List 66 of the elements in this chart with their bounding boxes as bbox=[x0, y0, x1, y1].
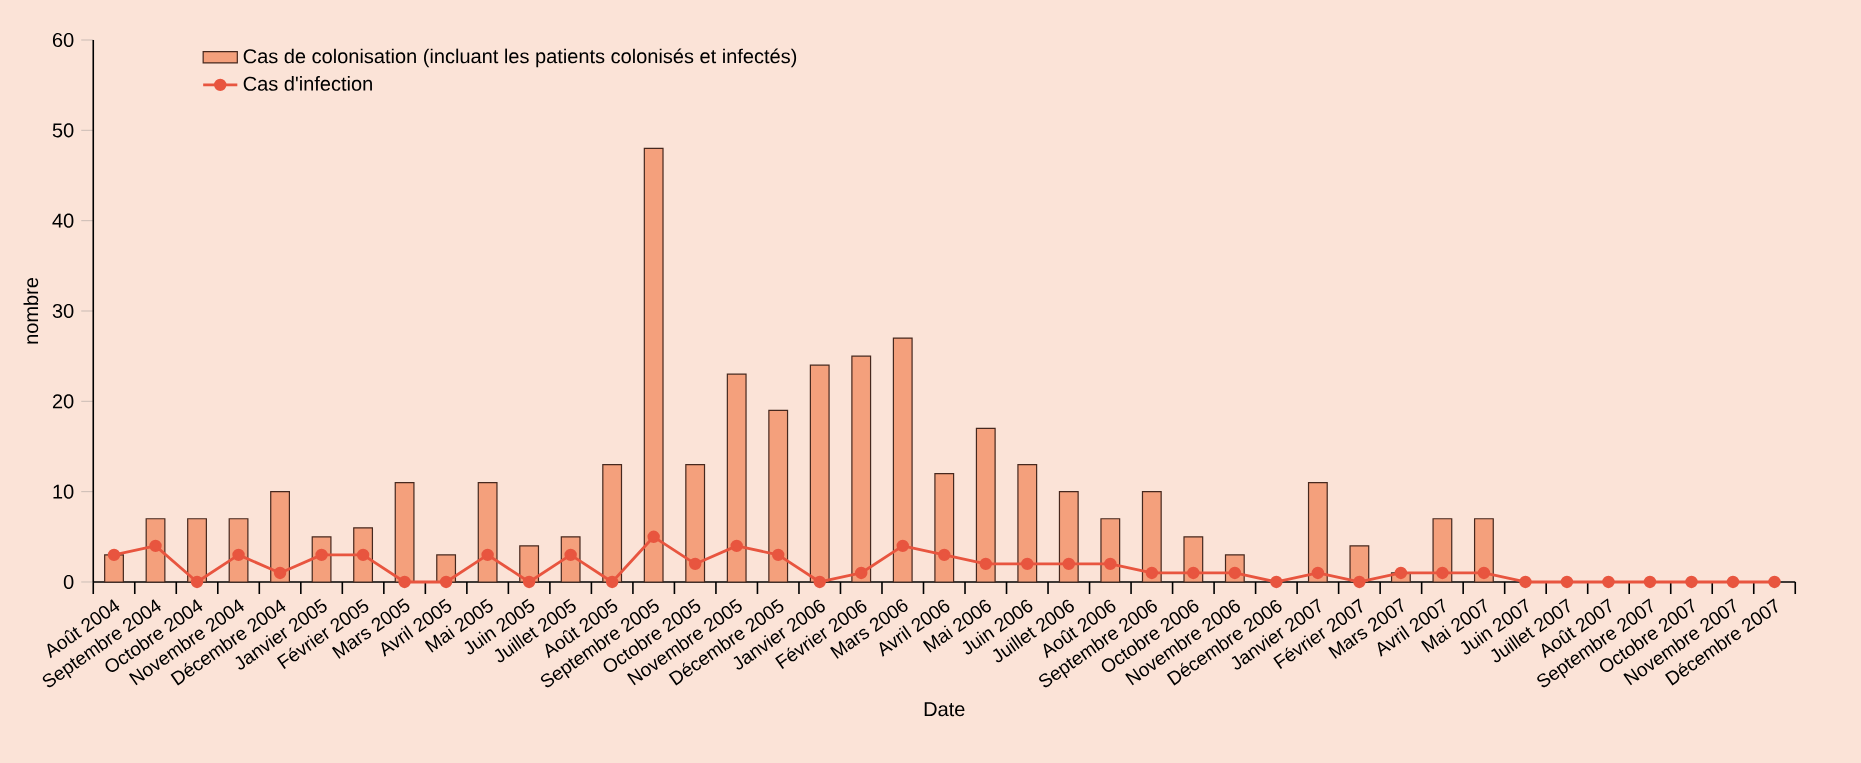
y-tick-label: 60 bbox=[52, 32, 74, 48]
x-axis-title: Date bbox=[924, 702, 965, 717]
y-tick-label: 40 bbox=[52, 213, 74, 228]
point bbox=[1685, 575, 1698, 589]
point bbox=[1394, 566, 1408, 580]
point bbox=[1104, 557, 1117, 571]
point bbox=[1062, 557, 1075, 571]
legend-label: Cas de colonisation (incluant les patients colonisés et infectés) bbox=[243, 48, 797, 68]
bar bbox=[477, 482, 498, 583]
point bbox=[1768, 575, 1781, 589]
point bbox=[1519, 575, 1532, 589]
point bbox=[772, 548, 785, 562]
point bbox=[647, 530, 660, 544]
point bbox=[813, 575, 826, 589]
point bbox=[896, 539, 909, 553]
bar bbox=[892, 337, 913, 583]
legend-label: Cas d'infection bbox=[243, 76, 372, 91]
bar bbox=[851, 355, 872, 583]
bar bbox=[934, 472, 955, 583]
point bbox=[855, 566, 868, 580]
bar bbox=[394, 482, 415, 583]
point bbox=[439, 575, 453, 589]
point bbox=[1477, 566, 1491, 580]
point bbox=[1145, 566, 1159, 580]
bar bbox=[726, 373, 747, 583]
point bbox=[688, 557, 702, 571]
point bbox=[1353, 575, 1366, 589]
point bbox=[605, 575, 619, 589]
point bbox=[273, 566, 287, 580]
point bbox=[522, 575, 536, 589]
point bbox=[979, 557, 992, 571]
bar bbox=[1058, 491, 1079, 583]
point bbox=[481, 548, 494, 562]
point bbox=[1021, 557, 1034, 571]
point bbox=[1270, 575, 1283, 589]
bar bbox=[809, 364, 830, 583]
point bbox=[938, 548, 951, 562]
bar bbox=[1017, 463, 1038, 583]
bar bbox=[975, 427, 996, 583]
bar bbox=[270, 491, 290, 583]
bar bbox=[768, 409, 789, 583]
point bbox=[1311, 566, 1325, 580]
point bbox=[1560, 575, 1574, 589]
bar bbox=[643, 147, 664, 583]
point bbox=[1602, 575, 1615, 589]
y-tick-label: 0 bbox=[63, 574, 74, 590]
y-tick-label: 20 bbox=[52, 394, 74, 409]
point bbox=[232, 548, 245, 562]
point bbox=[398, 575, 411, 589]
point bbox=[1187, 566, 1200, 580]
point bbox=[1643, 575, 1657, 589]
y-axis-title: nombre bbox=[23, 277, 39, 344]
y-tick-label: 10 bbox=[53, 484, 74, 499]
bar bbox=[1141, 491, 1162, 583]
bar bbox=[602, 463, 623, 583]
y-tick-label: 30 bbox=[52, 303, 74, 319]
point bbox=[1436, 566, 1449, 580]
bar bbox=[685, 463, 706, 583]
point bbox=[730, 539, 743, 553]
point bbox=[149, 539, 162, 553]
bar bbox=[1307, 482, 1328, 583]
point bbox=[190, 575, 204, 589]
y-tick-label: 50 bbox=[52, 123, 74, 138]
point bbox=[107, 548, 121, 562]
point bbox=[1726, 575, 1740, 589]
bar bbox=[187, 518, 207, 583]
